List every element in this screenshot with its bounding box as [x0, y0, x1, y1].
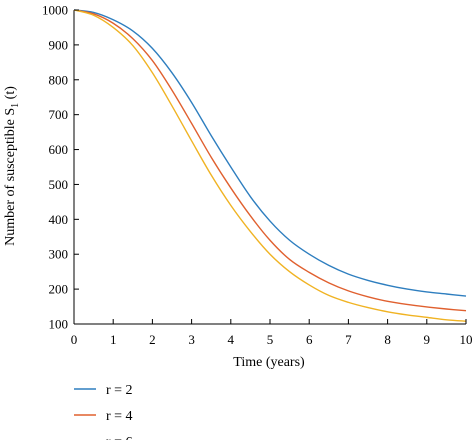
- y-tick-label: 800: [49, 72, 69, 87]
- series-line-3: [73, 9, 467, 322]
- series-line-2: [73, 9, 467, 312]
- x-tick-label: 3: [188, 332, 195, 347]
- y-axis-title-suffix: (t): [3, 86, 18, 103]
- x-tick-label: 6: [306, 332, 313, 347]
- y-tick-label: 600: [49, 142, 69, 157]
- y-tick-label: 500: [49, 177, 69, 192]
- x-tick-label: 1: [110, 332, 117, 347]
- y-axis-title-subscript: 1: [10, 103, 21, 108]
- y-tick-label: 900: [49, 37, 69, 52]
- legend: r = 2 r = 4 r = 6: [74, 383, 133, 440]
- legend-label: r = 2: [106, 383, 133, 398]
- x-tick-label: 7: [345, 332, 352, 347]
- y-tick-label: 200: [49, 282, 69, 297]
- x-axis-ticks: 0 1 2 3 4 5 6 7 8 9 10: [71, 319, 473, 347]
- plot-area: [73, 9, 467, 325]
- y-axis-title: Number of susceptible S1 (t): [3, 86, 21, 246]
- x-tick-label: 8: [384, 332, 391, 347]
- y-axis-ticks: 100 200 300 400 500 600 700 800 900 1000: [42, 3, 79, 332]
- x-tick-label: 9: [424, 332, 431, 347]
- y-tick-label: 1000: [42, 3, 68, 18]
- y-axis-title-main: Number of susceptible S: [3, 108, 18, 246]
- y-tick-label: 400: [49, 212, 69, 227]
- series-line-1: [73, 9, 467, 297]
- x-tick-label: 2: [149, 332, 156, 347]
- x-tick-label: 10: [460, 332, 473, 347]
- legend-label: r = 4: [106, 409, 133, 424]
- y-tick-label: 300: [49, 247, 69, 262]
- x-tick-label: 0: [71, 332, 78, 347]
- y-tick-label: 100: [49, 317, 69, 332]
- x-axis-title: Time (years): [233, 355, 305, 370]
- y-tick-label: 700: [49, 107, 69, 122]
- x-tick-label: 4: [228, 332, 235, 347]
- x-tick-label: 5: [267, 332, 274, 347]
- legend-label: r = 6: [106, 435, 133, 440]
